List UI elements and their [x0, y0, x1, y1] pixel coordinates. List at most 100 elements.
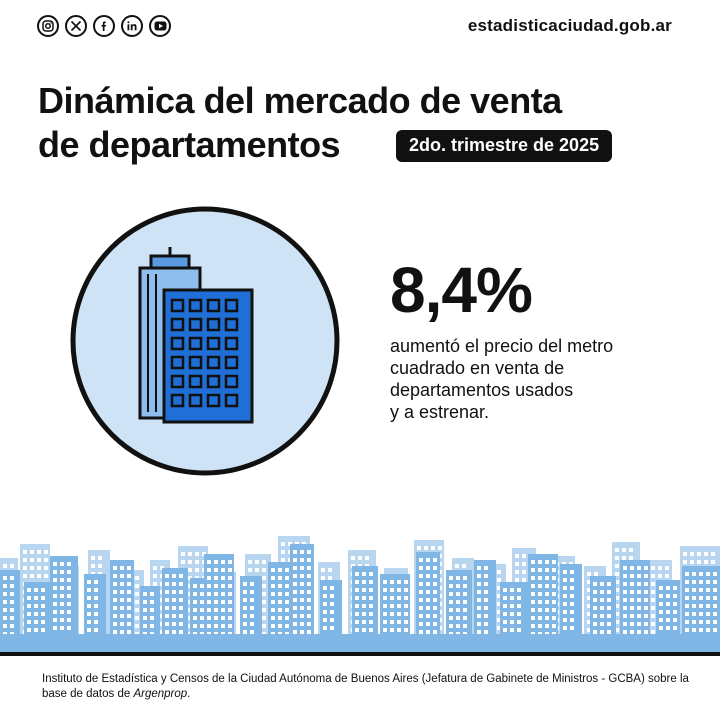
skyline-window: [651, 582, 655, 586]
skyline-window: [307, 598, 311, 602]
skyline-window: [666, 586, 670, 590]
x-icon[interactable]: [65, 15, 87, 37]
skyline-window: [307, 574, 311, 578]
skyline-window: [600, 598, 604, 602]
building-back-tower-top: [149, 254, 191, 270]
skyline-window: [522, 562, 526, 566]
skyline-window: [538, 608, 542, 612]
skyline-window: [262, 608, 266, 612]
youtube-icon[interactable]: [149, 15, 171, 37]
skyline-window: [67, 586, 71, 590]
skyline-window: [697, 560, 701, 564]
skyline-window: [127, 630, 131, 634]
skyline-window: [545, 624, 549, 628]
skyline-window: [644, 598, 648, 602]
skyline-window: [531, 592, 535, 596]
skyline-window: [330, 610, 334, 614]
skyline-window: [34, 612, 38, 616]
skyline-window: [713, 620, 717, 624]
skyline-window: [94, 580, 98, 584]
skyline-window: [607, 630, 611, 634]
skyline-window: [87, 604, 91, 608]
skyline-window: [417, 546, 421, 550]
skyline-window: [355, 588, 359, 592]
skyline-window: [623, 598, 627, 602]
skyline-window: [552, 616, 556, 620]
skyline-window: [60, 626, 64, 630]
skyline-window: [307, 590, 311, 594]
skyline-window: [330, 626, 334, 630]
website-link[interactable]: estadisticaciudad.gob.ar: [467, 16, 672, 35]
skyline-window: [362, 612, 366, 616]
source-brand: Argenprop: [133, 688, 188, 700]
skyline-window: [515, 578, 519, 582]
skyline-window: [120, 582, 124, 586]
skyline-window: [53, 618, 57, 622]
skyline-window: [600, 614, 604, 618]
skyline-window: [120, 614, 124, 618]
skyline-window: [195, 560, 199, 564]
skyline-window: [651, 566, 655, 570]
skyline-window: [300, 566, 304, 570]
skyline-window: [193, 592, 197, 596]
skyline-window: [463, 576, 467, 580]
skyline-window: [172, 582, 176, 586]
skyline-window: [685, 612, 689, 616]
skyline-window: [41, 620, 45, 624]
skyline-window: [629, 556, 633, 560]
skyline-window: [293, 614, 297, 618]
skyline-window: [623, 590, 627, 594]
skyline-window: [127, 566, 131, 570]
skyline-window: [497, 618, 501, 622]
facebook-icon[interactable]: [93, 15, 115, 37]
skyline-window: [271, 624, 275, 628]
skyline-window: [690, 552, 694, 556]
skyline-window: [228, 616, 232, 620]
skyline-window: [699, 580, 703, 584]
skyline-window: [281, 550, 285, 554]
skyline-window: [497, 578, 501, 582]
skyline-window: [34, 588, 38, 592]
skyline-window: [587, 588, 591, 592]
skyline-window: [426, 558, 430, 562]
skyline-window: [113, 614, 117, 618]
skyline-window: [477, 630, 481, 634]
skyline-window: [214, 560, 218, 564]
skyline-window: [517, 604, 521, 608]
skyline-window: [704, 560, 708, 564]
skyline-window: [456, 600, 460, 604]
skyline-window: [127, 590, 131, 594]
skyline-window: [67, 594, 71, 598]
skyline-window: [692, 572, 696, 576]
skyline-window: [200, 608, 204, 612]
skyline-window: [255, 568, 259, 572]
skyline-window: [699, 572, 703, 576]
skyline-window: [706, 620, 710, 624]
instagram-icon[interactable]: [37, 15, 59, 37]
skyline-window: [150, 624, 154, 628]
skyline-window: [515, 554, 519, 558]
ground-line: [0, 652, 720, 656]
skyline-window: [248, 568, 252, 572]
skyline-window: [587, 572, 591, 576]
skyline-window: [214, 592, 218, 596]
skyline-window: [300, 590, 304, 594]
skyline-window: [271, 568, 275, 572]
skyline-window: [570, 570, 574, 574]
skyline-window: [172, 630, 176, 634]
skyline-window: [113, 566, 117, 570]
skyline-window: [91, 556, 95, 560]
skyline-window: [214, 584, 218, 588]
skyline-window: [27, 596, 31, 600]
linkedin-icon[interactable]: [121, 15, 143, 37]
skyline-window: [531, 560, 535, 564]
skyline-window: [517, 612, 521, 616]
skyline-window: [293, 582, 297, 586]
skyline-window: [515, 562, 519, 566]
skyline-window: [692, 588, 696, 592]
skyline-window: [179, 598, 183, 602]
skyline-window: [659, 610, 663, 614]
skyline-window: [477, 566, 481, 570]
skyline-window: [637, 614, 641, 618]
building-windows: [170, 298, 239, 408]
